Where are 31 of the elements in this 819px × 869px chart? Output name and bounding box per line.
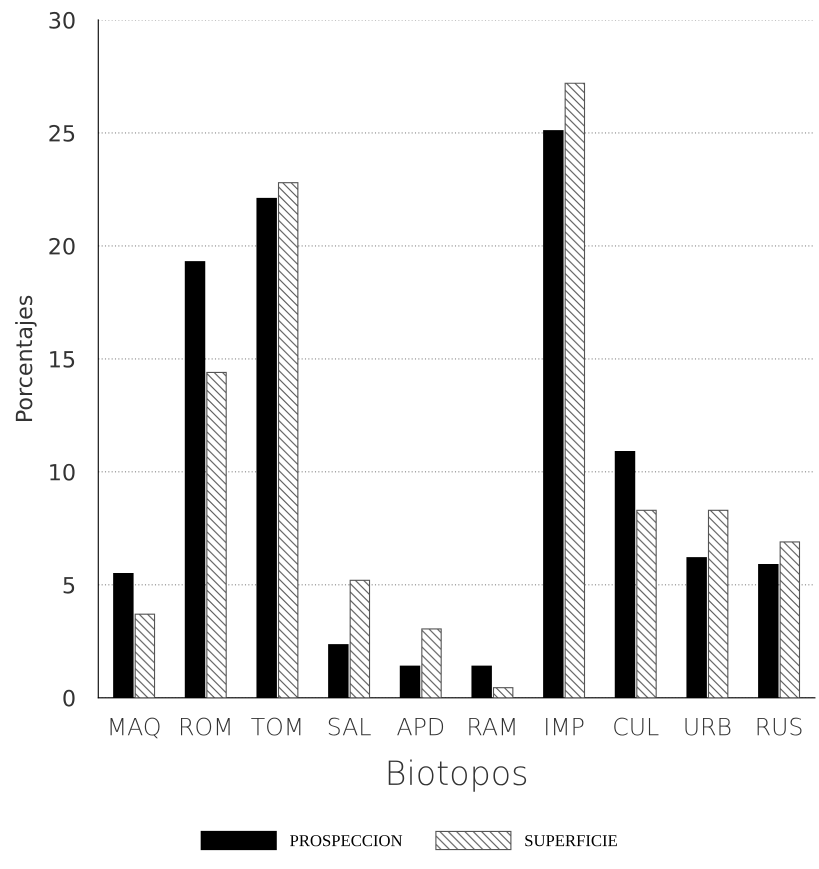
legend-label: SUPERFICIE	[525, 835, 617, 846]
bar	[134, 614, 156, 698]
y-tick-label: 20	[49, 238, 75, 255]
x-tick-label: ROM	[181, 718, 230, 736]
x-tick-label: URB	[685, 718, 730, 736]
x-tick-label: SAL	[328, 718, 371, 736]
x-tick-label: RUS	[758, 718, 802, 736]
x-tick-label: RAM	[469, 718, 515, 736]
bar	[278, 182, 298, 698]
bar	[708, 510, 728, 698]
bar	[492, 687, 514, 698]
x-tick-label: MAQ	[110, 718, 160, 738]
y-tick-label: 30	[49, 12, 75, 29]
bar	[636, 510, 657, 698]
x-tick-label: IMP	[546, 718, 584, 736]
bar	[421, 628, 442, 698]
x-axis-title: Biotopos	[388, 760, 526, 792]
y-tick-label: 5	[64, 577, 74, 594]
bar	[564, 82, 586, 698]
x-tick-label: TOM	[251, 718, 300, 736]
bar	[206, 372, 227, 698]
bar	[780, 541, 800, 698]
bar	[350, 580, 370, 698]
legend-label: PROSPECCION	[290, 835, 402, 846]
y-tick-label: 25	[49, 124, 74, 142]
y-tick-label: 10	[50, 464, 75, 481]
y-tick-label: 0	[63, 690, 75, 707]
x-tick-label: CUL	[614, 718, 658, 736]
y-axis-title: Porcentajes	[15, 296, 37, 421]
y-tick-label: 15	[50, 351, 74, 368]
x-tick-label: APD	[397, 718, 444, 736]
